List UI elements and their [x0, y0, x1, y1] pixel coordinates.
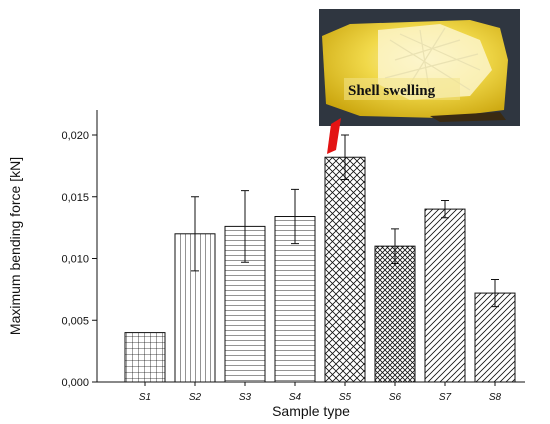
photo-fibers: [384, 27, 481, 97]
x-tick-label: S2: [189, 392, 202, 403]
bar-s8: [474, 292, 516, 383]
x-axis-title: Sample type: [272, 403, 350, 419]
y-axis-title: Maximum bending force [kN]: [7, 157, 23, 335]
y-tick-label: 0,000: [61, 377, 89, 389]
photo-caption-bg: [344, 78, 460, 100]
photo-dark-edge: [430, 112, 506, 122]
bar-s5: [324, 156, 366, 383]
x-tick-label: S4: [289, 392, 302, 403]
y-tick-label: 0,020: [61, 130, 89, 142]
error-bar-s8: [491, 278, 499, 308]
error-bars: [191, 134, 499, 308]
y-tick-label: 0,010: [61, 254, 89, 266]
x-tick-label: S7: [439, 392, 452, 403]
error-bar-s7: [441, 199, 449, 219]
x-ticks: S1 S2 S3 S4 S5 S6 S7 S8: [139, 382, 502, 403]
bar-s1: [124, 332, 166, 383]
x-tick-label: S6: [389, 392, 402, 403]
x-tick-label: S8: [489, 392, 502, 403]
x-tick-label: S5: [339, 392, 352, 403]
bar-s7: [424, 208, 466, 383]
error-bar-s4: [291, 188, 299, 245]
y-ticks: 0,000 0,005 0,010 0,015 0,020: [61, 130, 97, 389]
x-tick-label: S1: [139, 392, 151, 403]
x-tick-label: S3: [239, 392, 252, 403]
error-bar-s2: [191, 196, 199, 272]
pointer-arrow: [327, 118, 341, 154]
y-tick-label: 0,015: [61, 192, 89, 204]
error-bar-s3: [241, 190, 249, 263]
bars: [124, 156, 516, 383]
bar-s6: [374, 245, 416, 383]
error-bar-s5: [341, 134, 349, 180]
y-tick-label: 0,005: [61, 315, 89, 327]
error-bar-s6: [391, 228, 399, 264]
photo-caption: Shell swelling: [348, 83, 436, 99]
inset-photo: Shell swelling: [319, 9, 520, 126]
